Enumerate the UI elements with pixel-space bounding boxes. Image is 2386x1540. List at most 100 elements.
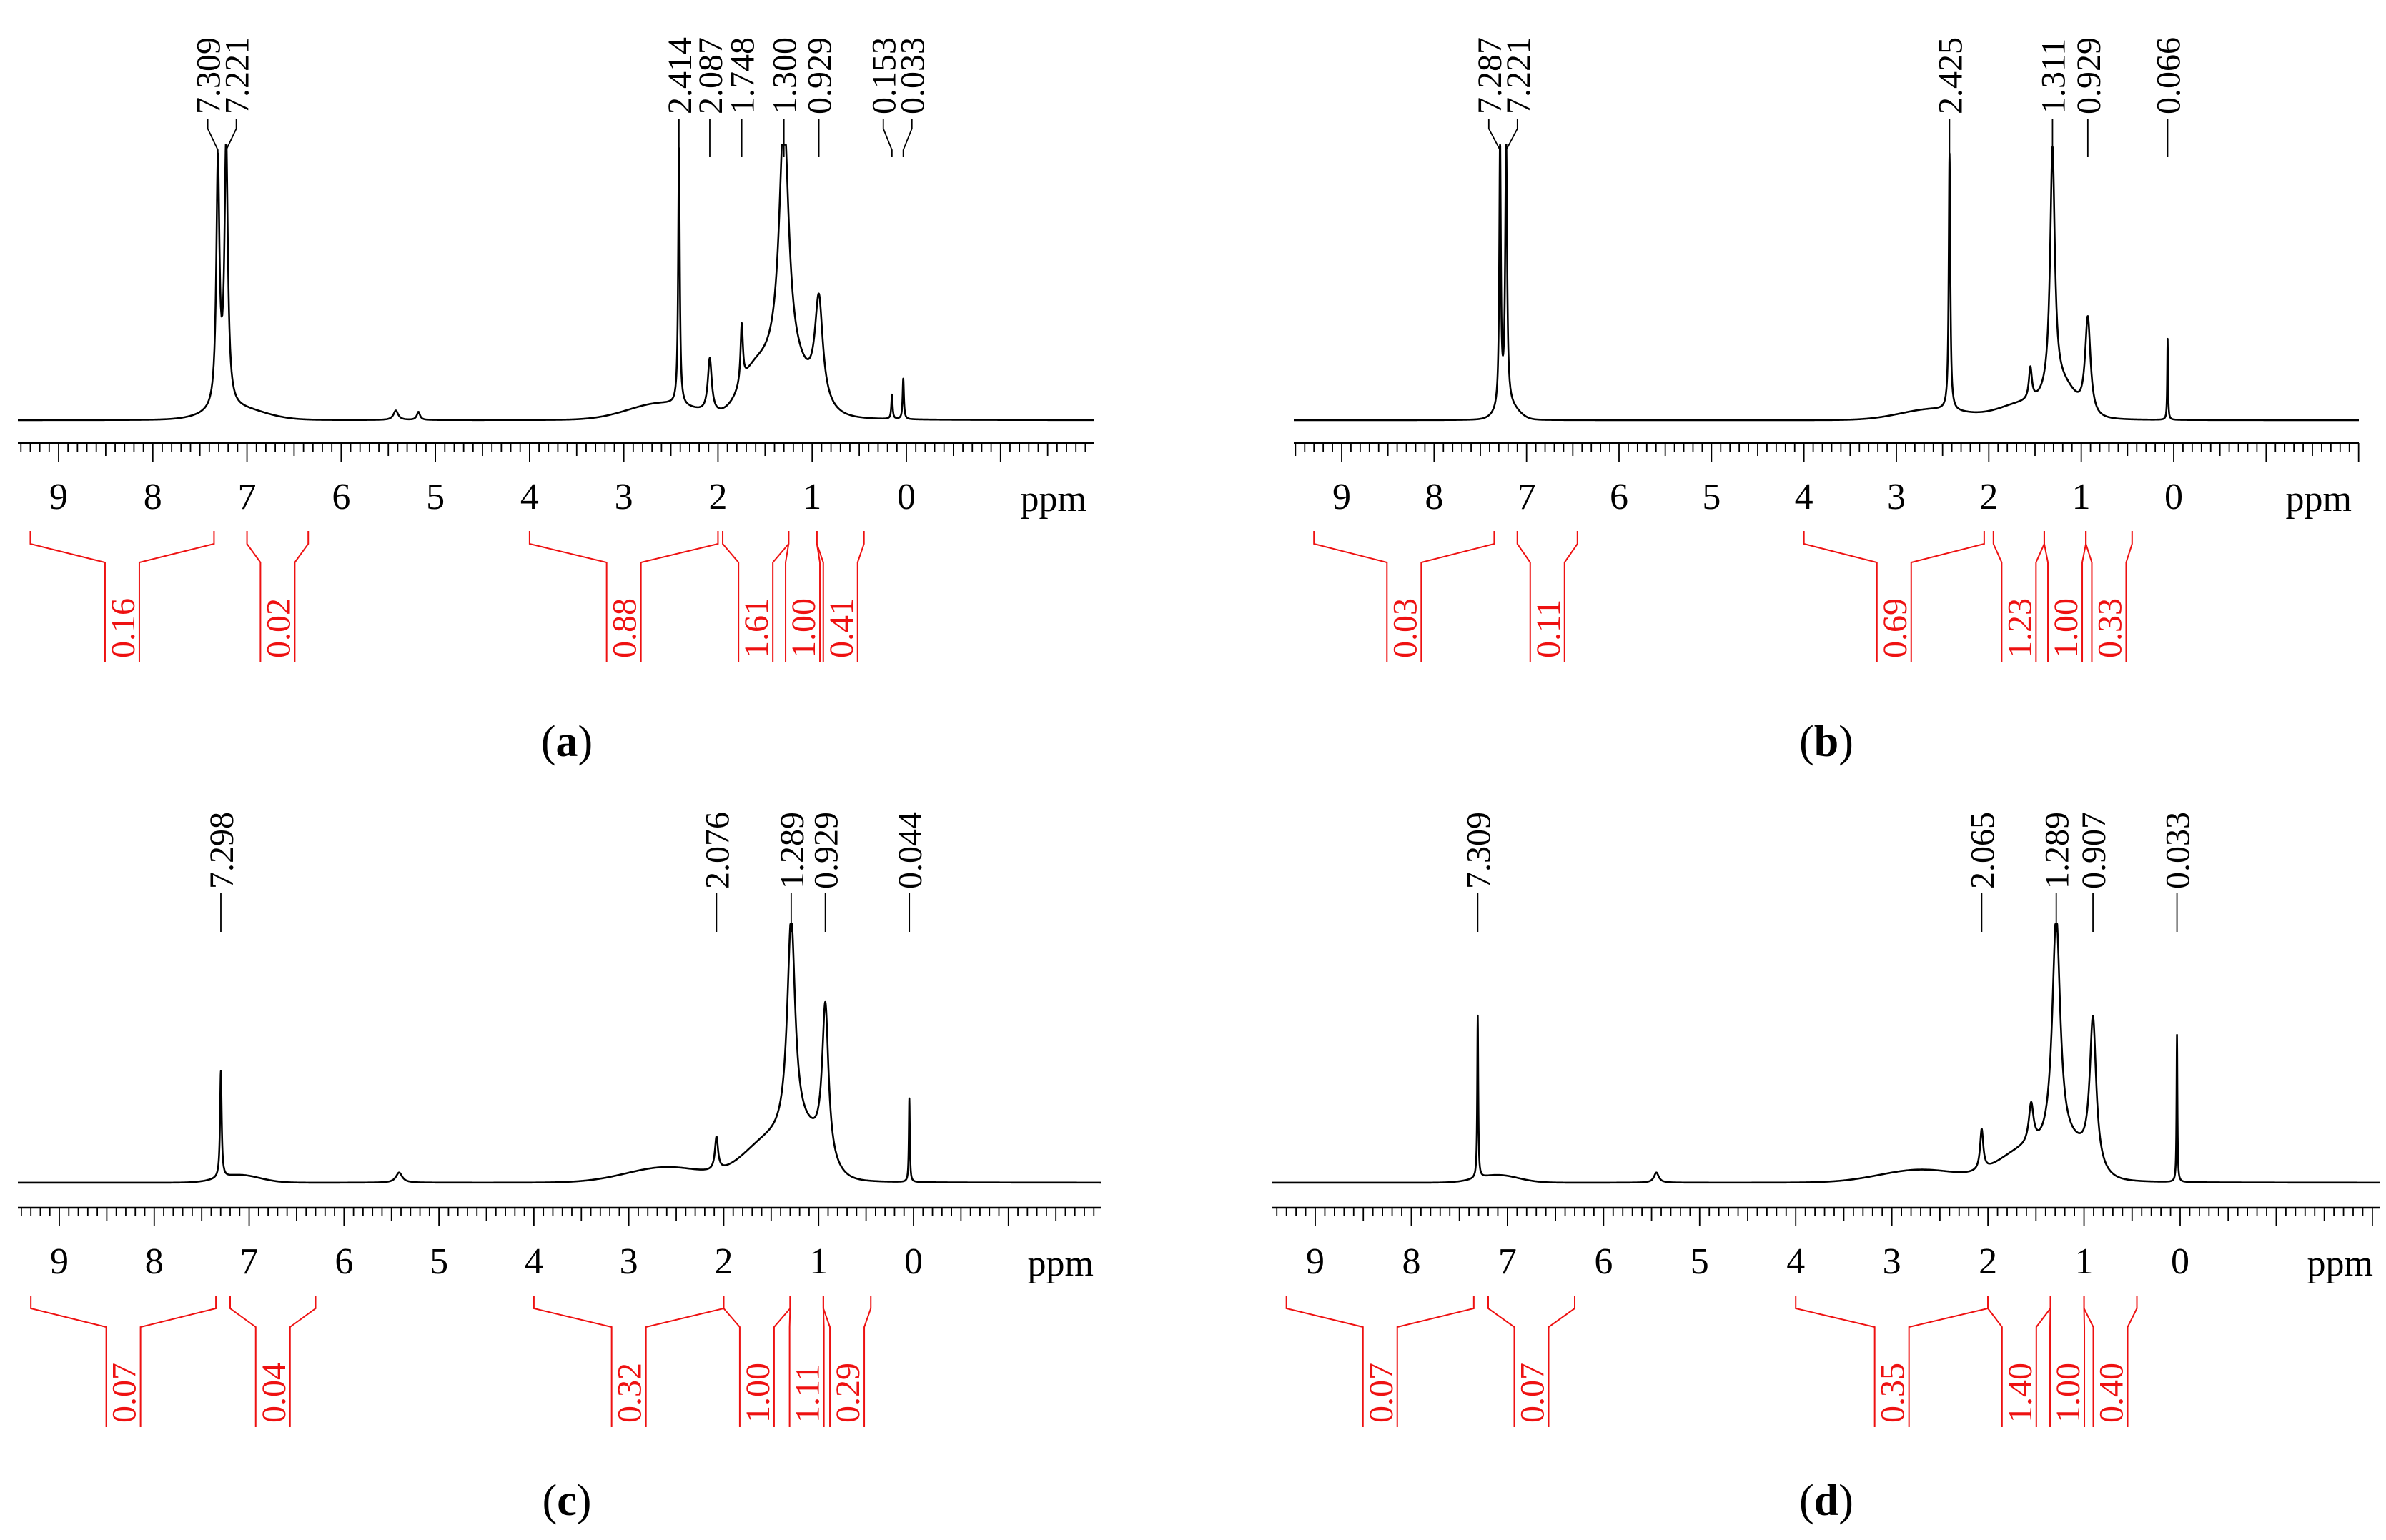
peak-label: 0.033 bbox=[2159, 812, 2197, 889]
peak-label: 0.044 bbox=[891, 812, 929, 889]
integral-regions-c: 0.07 0.04 0.32 1.00 1.11 0.29 bbox=[30, 1296, 872, 1427]
peak-label: 0.929 bbox=[808, 812, 846, 889]
spectrum-trace-b bbox=[1293, 144, 2360, 422]
tick-label-b-1: 1 bbox=[2072, 477, 2091, 517]
peak-label: 2.425 bbox=[1931, 37, 1969, 114]
tick-label-b-4: 4 bbox=[1795, 477, 1813, 517]
integral-label: 0.07 bbox=[106, 1363, 144, 1423]
panel-label-d: (d) bbox=[1799, 1476, 1853, 1525]
integral-label: 0.33 bbox=[2091, 598, 2129, 658]
minor-ticks-c bbox=[20, 1208, 1095, 1226]
peak-label: 2.076 bbox=[698, 812, 736, 889]
spectrum-trace-c bbox=[17, 923, 1102, 1184]
tick-label-c-3: 3 bbox=[620, 1241, 638, 1282]
integral-label: 1.00 bbox=[2047, 598, 2085, 658]
tick-label-c-6: 6 bbox=[335, 1241, 353, 1282]
integral-label: 0.04 bbox=[255, 1363, 293, 1423]
integral-label: 0.41 bbox=[823, 598, 861, 658]
tick-label-b-0: 0 bbox=[2164, 477, 2183, 517]
x-axis-unit-c: ppm bbox=[1028, 1243, 1094, 1284]
integral-label: 1.40 bbox=[2001, 1363, 2039, 1423]
peak-label: 0.907 bbox=[2075, 812, 2113, 889]
tick-label-b-5: 5 bbox=[1702, 477, 1721, 517]
tick-label-c-8: 8 bbox=[145, 1241, 164, 1282]
peak-label: 1.289 bbox=[773, 812, 811, 889]
tick-label-d-1: 1 bbox=[2075, 1241, 2094, 1282]
tick-label-a-0: 0 bbox=[897, 477, 916, 517]
panel-label-c: (c) bbox=[542, 1476, 592, 1525]
tick-label-a-2: 2 bbox=[708, 477, 727, 517]
tick-label-c-7: 7 bbox=[240, 1241, 259, 1282]
tick-label-a-8: 8 bbox=[144, 477, 162, 517]
integral-label: 0.35 bbox=[1874, 1363, 1912, 1423]
integral-label: 0.07 bbox=[1514, 1363, 1552, 1423]
tick-label-c-1: 1 bbox=[809, 1241, 828, 1282]
peak-label: 0.153 bbox=[866, 37, 904, 114]
tick-label-a-4: 4 bbox=[520, 477, 539, 517]
tick-label-a-1: 1 bbox=[803, 477, 821, 517]
tick-label-d-8: 8 bbox=[1402, 1241, 1420, 1282]
integral-label: 0.03 bbox=[1386, 598, 1424, 658]
integral-label: 0.69 bbox=[1876, 598, 1914, 658]
tick-label-c-4: 4 bbox=[525, 1241, 543, 1282]
peak-label: 2.414 bbox=[661, 37, 699, 114]
tick-label-d-0: 0 bbox=[2171, 1241, 2189, 1282]
x-axis-unit-d: ppm bbox=[2307, 1243, 2373, 1284]
peak-label: 1.311 bbox=[2034, 39, 2072, 114]
peak-label: 0.066 bbox=[2149, 37, 2187, 114]
tick-label-a-7: 7 bbox=[238, 477, 257, 517]
integral-label: 1.11 bbox=[789, 1364, 827, 1423]
integral-label: 1.23 bbox=[2001, 598, 2039, 658]
tick-label-d-7: 7 bbox=[1498, 1241, 1517, 1282]
integral-label: 0.07 bbox=[1362, 1363, 1400, 1423]
integral-regions-d: 0.07 0.07 0.35 1.40 1.00 0.40 bbox=[1285, 1296, 2138, 1427]
integral-label: 1.61 bbox=[738, 598, 776, 658]
peak-label: 0.033 bbox=[894, 37, 932, 114]
tick-label-a-5: 5 bbox=[426, 477, 445, 517]
tick-label-c-9: 9 bbox=[50, 1241, 69, 1282]
tick-label-d-6: 6 bbox=[1594, 1241, 1613, 1282]
x-axis-unit-a: ppm bbox=[1021, 479, 1086, 520]
tick-label-b-6: 6 bbox=[1610, 477, 1628, 517]
minor-ticks-a bbox=[20, 443, 1086, 462]
tick-label-c-5: 5 bbox=[430, 1241, 448, 1282]
tick-label-d-2: 2 bbox=[1979, 1241, 1997, 1282]
tick-label-b-9: 9 bbox=[1332, 477, 1351, 517]
tick-label-b-2: 2 bbox=[1979, 477, 1998, 517]
tick-label-b-7: 7 bbox=[1518, 477, 1536, 517]
tick-label-c-2: 2 bbox=[714, 1241, 733, 1282]
spectrum-trace-a bbox=[17, 144, 1094, 422]
tick-label-a-3: 3 bbox=[615, 477, 633, 517]
integral-regions-b: 0.03 0.11 0.69 1.23 1.00 0.33 bbox=[1313, 531, 2133, 662]
peak-label: 7.298 bbox=[203, 812, 241, 889]
integral-label: 0.40 bbox=[2093, 1363, 2131, 1423]
tick-label-b-8: 8 bbox=[1425, 477, 1443, 517]
peak-label: 0.929 bbox=[2070, 37, 2108, 114]
tick-label-c-0: 0 bbox=[904, 1241, 923, 1282]
tick-label-a-6: 6 bbox=[332, 477, 350, 517]
integral-label: 1.00 bbox=[785, 598, 823, 658]
tick-label-d-4: 4 bbox=[1786, 1241, 1805, 1282]
peak-label: 7.287 bbox=[1471, 37, 1509, 114]
integral-regions-a: 0.16 0.02 0.88 1.61 1.00 0.41 bbox=[29, 531, 865, 662]
integral-label: 1.00 bbox=[2049, 1363, 2087, 1423]
integral-label: 0.29 bbox=[829, 1363, 867, 1423]
minor-ticks-b bbox=[1295, 443, 2360, 462]
peak-label: 1.289 bbox=[2039, 812, 2076, 889]
peak-label: 2.087 bbox=[692, 37, 730, 114]
panel-label-a: (a) bbox=[540, 717, 593, 766]
x-axis-unit-b: ppm bbox=[2286, 479, 2352, 520]
tick-label-d-9: 9 bbox=[1306, 1241, 1325, 1282]
integral-label: 0.02 bbox=[259, 598, 297, 658]
peak-label: 1.748 bbox=[724, 37, 762, 114]
integral-label: 0.16 bbox=[104, 598, 142, 658]
peak-label: 7.221 bbox=[219, 37, 257, 114]
